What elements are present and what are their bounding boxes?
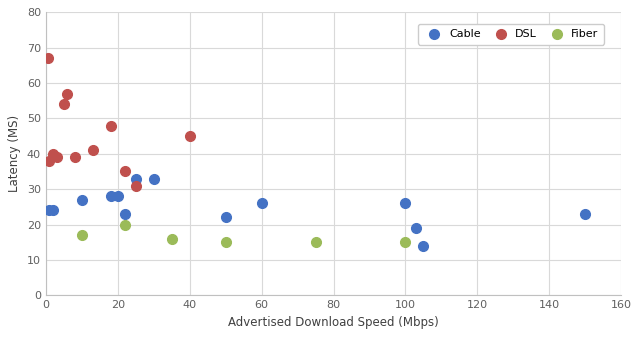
DSL — [120, 169, 130, 174]
DSL — [59, 101, 69, 107]
Cable — [106, 193, 116, 199]
Cable — [120, 211, 130, 217]
Cable — [44, 208, 54, 213]
Cable — [148, 176, 159, 181]
DSL — [88, 148, 98, 153]
Fiber — [120, 222, 130, 227]
DSL — [106, 123, 116, 128]
Y-axis label: Latency (MS): Latency (MS) — [8, 115, 21, 192]
Fiber — [221, 240, 231, 245]
DSL — [52, 155, 62, 160]
DSL — [131, 183, 141, 188]
Fiber — [310, 240, 321, 245]
DSL — [184, 133, 195, 139]
DSL — [70, 155, 80, 160]
Fiber — [77, 233, 87, 238]
Cable — [221, 215, 231, 220]
Cable — [113, 193, 123, 199]
Cable — [257, 201, 267, 206]
Cable — [419, 243, 429, 248]
DSL — [62, 91, 72, 96]
DSL — [44, 158, 54, 163]
X-axis label: Advertised Download Speed (Mbps): Advertised Download Speed (Mbps) — [228, 316, 439, 329]
DSL — [48, 151, 58, 156]
Cable — [400, 201, 410, 206]
Cable — [580, 211, 590, 217]
Cable — [411, 225, 421, 231]
DSL — [42, 56, 52, 61]
Cable — [77, 197, 87, 203]
Cable — [48, 208, 58, 213]
Legend: Cable, DSL, Fiber: Cable, DSL, Fiber — [418, 24, 604, 45]
Cable — [131, 176, 141, 181]
Fiber — [400, 240, 410, 245]
Fiber — [166, 236, 177, 241]
